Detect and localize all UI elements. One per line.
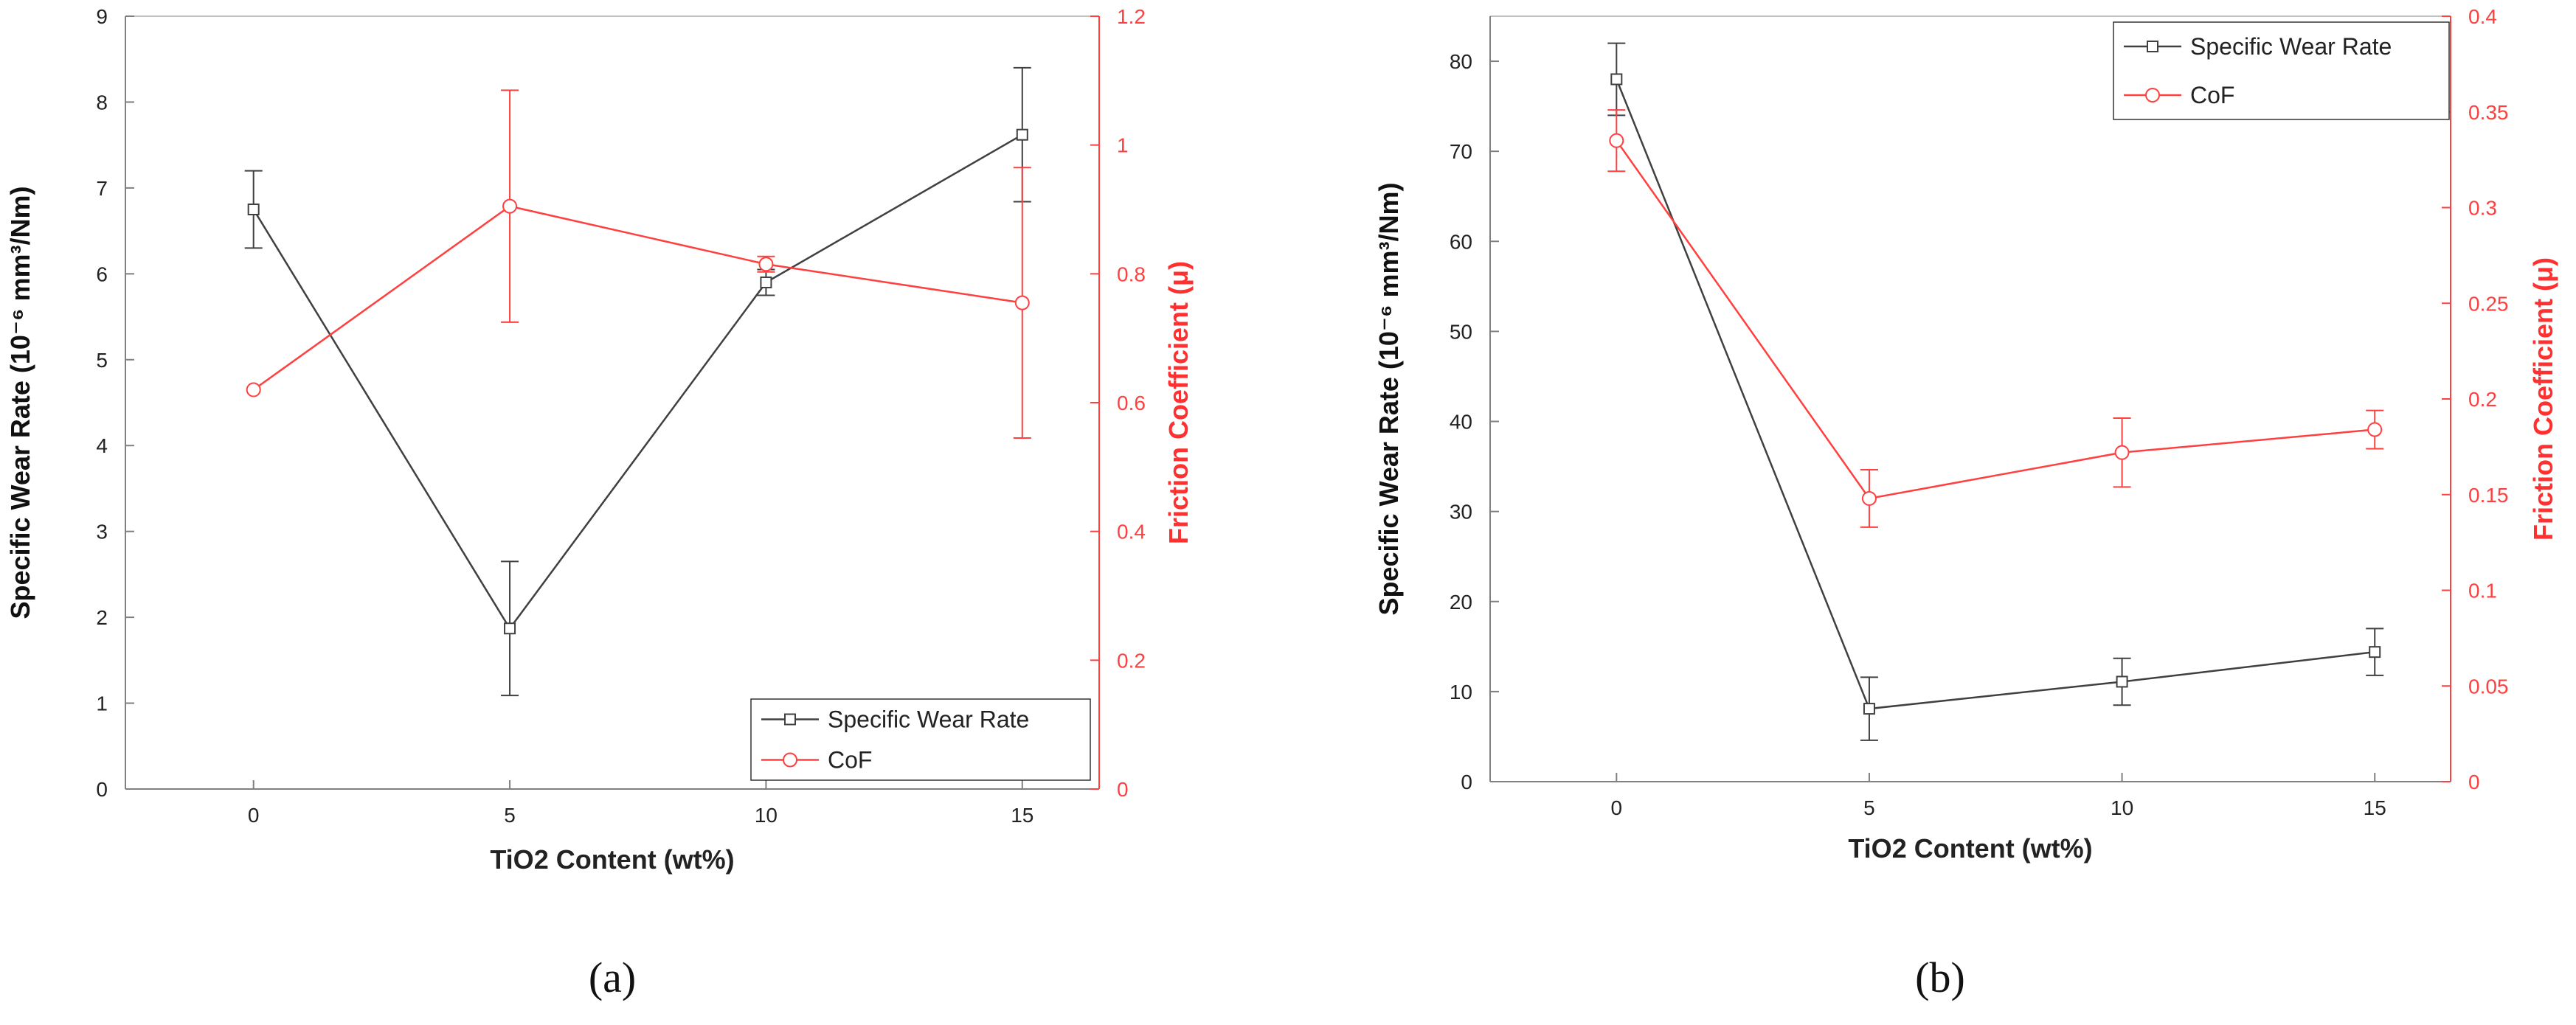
x-axis-title: TiO2 Content (wt%) (490, 844, 734, 875)
left-y-tick-label: 50 (1450, 320, 1472, 343)
left-y-tick-label: 1 (96, 692, 108, 715)
data-point-square (1863, 703, 1875, 715)
left-y-tick-label: 70 (1450, 140, 1472, 163)
x-tick-label: 15 (1011, 804, 1033, 827)
series-line-cof (1616, 139, 2375, 500)
legend-label: Specific Wear Rate (828, 706, 1029, 733)
data-point-square (760, 276, 772, 288)
right-y-tick-label: 0.35 (2468, 101, 2509, 124)
left-y-tick-label: 0 (96, 778, 108, 801)
right-y-tick-label: 0.8 (1117, 263, 1146, 285)
right-y-tick-label: 0.1 (2468, 580, 2497, 602)
left-y-tick-label: 3 (96, 521, 108, 543)
data-point-square (247, 204, 260, 215)
right-y-tick-label: 0.2 (2468, 388, 2497, 411)
data-point-circle (2114, 445, 2130, 460)
left-y-tick-label: 7 (96, 177, 108, 200)
data-point-circle (1861, 490, 1877, 506)
left-y-tick-label: 2 (96, 606, 108, 629)
series-line-wear-rate (1616, 79, 2375, 710)
legend-marker-circle (783, 752, 797, 768)
panel-label: (b) (1915, 953, 1965, 1001)
right-y-tick-label: 0 (1117, 778, 1129, 801)
legend-box (2113, 21, 2450, 120)
right-y-tick-label: 0.4 (1117, 521, 1146, 543)
right-y-axis-title: Friction Coefficient (μ) (1163, 261, 1194, 544)
right-y-tick-label: 0.25 (2468, 292, 2509, 315)
data-point-circle (758, 257, 774, 272)
x-tick-label: 5 (504, 804, 516, 827)
legend-marker-circle (2145, 88, 2160, 102)
right-y-tick-label: 0.3 (2468, 197, 2497, 220)
right-y-tick-label: 0.6 (1117, 392, 1146, 414)
x-tick-label: 0 (248, 804, 260, 827)
right-y-tick-label: 0.15 (2468, 484, 2509, 507)
left-y-tick-label: 40 (1450, 411, 1472, 434)
left-y-tick-label: 5 (96, 349, 108, 372)
series-line-cof (252, 205, 1022, 391)
left-y-tick-label: 6 (96, 263, 108, 285)
legend-marker-square (2147, 41, 2158, 52)
legend-marker-square (784, 713, 796, 726)
data-point-square (2369, 646, 2381, 659)
legend-label: Specific Wear Rate (2190, 33, 2392, 60)
right-y-tick-label: 1.2 (1117, 5, 1146, 28)
panel-label: (a) (589, 953, 636, 1001)
data-point-square (1016, 128, 1028, 141)
right-y-tick-label: 0 (2468, 771, 2480, 793)
x-tick-label: 10 (755, 804, 778, 827)
left-y-tick-label: 4 (96, 434, 108, 457)
data-point-circle (1014, 295, 1030, 310)
data-point-circle (2367, 422, 2383, 437)
left-y-tick-label: 60 (1450, 230, 1472, 253)
left-y-axis-title: Specific Wear Rate (10⁻⁶ mm³/Nm) (1374, 182, 1404, 615)
data-point-circle (1609, 133, 1624, 148)
right-y-tick-label: 0.4 (2468, 5, 2497, 28)
data-point-circle (502, 198, 518, 214)
data-point-circle (246, 382, 261, 397)
x-tick-label: 0 (1611, 796, 1623, 819)
data-point-square (2116, 675, 2128, 688)
left-y-tick-label: 80 (1450, 50, 1472, 73)
right-y-axis-title: Friction Coefficient (μ) (2528, 257, 2558, 541)
right-y-tick-label: 0.2 (1117, 649, 1146, 672)
legend-label: CoF (828, 747, 872, 774)
legend-box (750, 698, 1091, 781)
x-tick-label: 10 (2111, 796, 2133, 819)
left-y-tick-label: 8 (96, 91, 108, 114)
series-line-wear-rate (252, 133, 1023, 630)
left-y-tick-label: 9 (96, 5, 108, 28)
x-axis-title: TiO2 Content (wt%) (1848, 833, 2092, 864)
x-tick-label: 15 (2364, 796, 2386, 819)
right-y-tick-label: 1 (1117, 134, 1129, 157)
data-point-square (504, 622, 516, 635)
right-y-tick-label: 0.05 (2468, 675, 2509, 698)
data-point-square (1610, 73, 1623, 86)
left-y-tick-label: 30 (1450, 501, 1472, 524)
chart-a: 0 5 10 15 0 1 2 3 4 5 6 7 8 9 0 0.2 0.4 0.6 0.8 1 1.2 TiO2 Co… (5, 5, 1194, 1001)
left-y-tick-label: 20 (1450, 591, 1472, 614)
left-y-tick-label: 10 (1450, 681, 1472, 703)
x-tick-label: 5 (1863, 796, 1875, 819)
chart-b: 0 5 10 15 0 10 20 30 40 50 60 70 80 0 0.05 0.1 0.15 0.2 0.… (1374, 5, 2558, 1001)
legend-label: CoF (2190, 82, 2234, 108)
left-y-tick-label: 0 (1461, 771, 1472, 793)
left-y-axis-title: Specific Wear Rate (10⁻⁶ mm³/Nm) (5, 186, 35, 619)
